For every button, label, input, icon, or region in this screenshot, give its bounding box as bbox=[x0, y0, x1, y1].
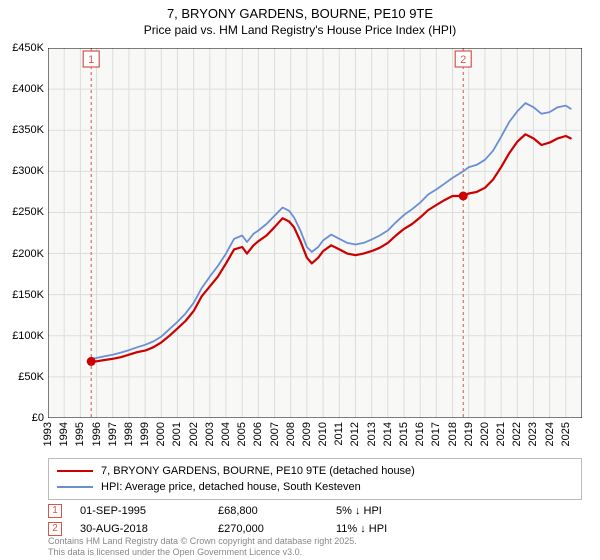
x-tick-label: 2011 bbox=[333, 422, 345, 446]
y-tick-label: £150K bbox=[12, 289, 44, 301]
x-tick-label: 2005 bbox=[236, 422, 248, 446]
x-tick-label: 1995 bbox=[74, 422, 86, 446]
y-tick-label: £100K bbox=[12, 330, 44, 342]
y-tick-label: £300K bbox=[12, 165, 44, 177]
x-tick-label: 2004 bbox=[220, 422, 232, 446]
marker-date: 30-AUG-2018 bbox=[80, 523, 200, 535]
x-tick-label: 2006 bbox=[252, 422, 264, 446]
x-tick-label: 2003 bbox=[204, 422, 216, 446]
x-tick-label: 2001 bbox=[171, 422, 183, 446]
x-tick-label: 1999 bbox=[139, 422, 151, 446]
marker-price: £68,800 bbox=[218, 505, 318, 517]
x-tick-label: 2024 bbox=[544, 422, 556, 446]
y-tick-label: £450K bbox=[12, 42, 44, 54]
legend-swatch bbox=[57, 486, 93, 488]
x-tick-label: 1994 bbox=[58, 422, 70, 446]
footer-line1: Contains HM Land Registry data © Crown c… bbox=[48, 536, 357, 547]
marker-annotations: 1 01-SEP-1995 £68,800 5% ↓ HPI 2 30-AUG-2018 £… bbox=[48, 502, 582, 538]
x-tick-label: 2022 bbox=[511, 422, 523, 446]
x-tick-label: 2019 bbox=[463, 422, 475, 446]
chart-plot-area: 12 bbox=[48, 48, 582, 418]
marker-row: 2 30-AUG-2018 £270,000 11% ↓ HPI bbox=[48, 520, 582, 538]
y-tick-label: £200K bbox=[12, 248, 44, 260]
x-tick-label: 2002 bbox=[188, 422, 200, 446]
x-tick-label: 1993 bbox=[42, 422, 54, 446]
marker-date: 01-SEP-1995 bbox=[80, 505, 200, 517]
chart-title-line2: Price paid vs. HM Land Registry's House … bbox=[0, 23, 600, 37]
marker-price: £270,000 bbox=[218, 523, 318, 535]
x-tick-label: 2017 bbox=[430, 422, 442, 446]
x-tick-label: 2008 bbox=[285, 422, 297, 446]
legend-label: 7, BRYONY GARDENS, BOURNE, PE10 9TE (det… bbox=[101, 465, 415, 477]
x-tick-label: 2010 bbox=[317, 422, 329, 446]
legend-swatch bbox=[57, 470, 93, 472]
y-axis-labels: £0£50K£100K£150K£200K£250K£300K£350K£400… bbox=[0, 48, 46, 418]
x-tick-label: 1996 bbox=[91, 422, 103, 446]
x-tick-label: 2014 bbox=[382, 422, 394, 446]
x-tick-label: 2025 bbox=[560, 422, 572, 446]
x-tick-label: 2023 bbox=[527, 422, 539, 446]
svg-text:2: 2 bbox=[460, 54, 466, 66]
y-tick-label: £50K bbox=[18, 371, 44, 383]
chart-title-line1: 7, BRYONY GARDENS, BOURNE, PE10 9TE bbox=[0, 6, 600, 21]
marker-number-box: 2 bbox=[48, 522, 62, 536]
chart-svg: 12 bbox=[48, 48, 582, 418]
x-tick-label: 2015 bbox=[398, 422, 410, 446]
data-attribution: Contains HM Land Registry data © Crown c… bbox=[48, 536, 357, 558]
legend-row: HPI: Average price, detached house, Sout… bbox=[57, 479, 573, 495]
x-axis-labels: 1993199419951996199719981999200020012002… bbox=[48, 418, 582, 458]
legend-row: 7, BRYONY GARDENS, BOURNE, PE10 9TE (det… bbox=[57, 463, 573, 479]
x-tick-label: 2007 bbox=[269, 422, 281, 446]
x-tick-label: 2018 bbox=[447, 422, 459, 446]
marker-pct-vs-hpi: 11% ↓ HPI bbox=[336, 523, 456, 535]
x-tick-label: 2020 bbox=[479, 422, 491, 446]
x-tick-label: 1998 bbox=[123, 422, 135, 446]
x-tick-label: 2016 bbox=[414, 422, 426, 446]
marker-row: 1 01-SEP-1995 £68,800 5% ↓ HPI bbox=[48, 502, 582, 520]
x-tick-label: 2013 bbox=[366, 422, 378, 446]
x-tick-label: 1997 bbox=[107, 422, 119, 446]
y-tick-label: £250K bbox=[12, 206, 44, 218]
y-tick-label: £400K bbox=[12, 83, 44, 95]
footer-line2: This data is licensed under the Open Gov… bbox=[48, 547, 357, 558]
legend-label: HPI: Average price, detached house, Sout… bbox=[101, 481, 361, 493]
y-tick-label: £350K bbox=[12, 124, 44, 136]
x-tick-label: 2021 bbox=[495, 422, 507, 446]
marker-number-box: 1 bbox=[48, 504, 62, 518]
x-tick-label: 2000 bbox=[155, 422, 167, 446]
legend: 7, BRYONY GARDENS, BOURNE, PE10 9TE (det… bbox=[48, 458, 582, 500]
x-tick-label: 2009 bbox=[301, 422, 313, 446]
marker-pct-vs-hpi: 5% ↓ HPI bbox=[336, 505, 456, 517]
x-tick-label: 2012 bbox=[349, 422, 361, 446]
svg-text:1: 1 bbox=[88, 54, 94, 66]
